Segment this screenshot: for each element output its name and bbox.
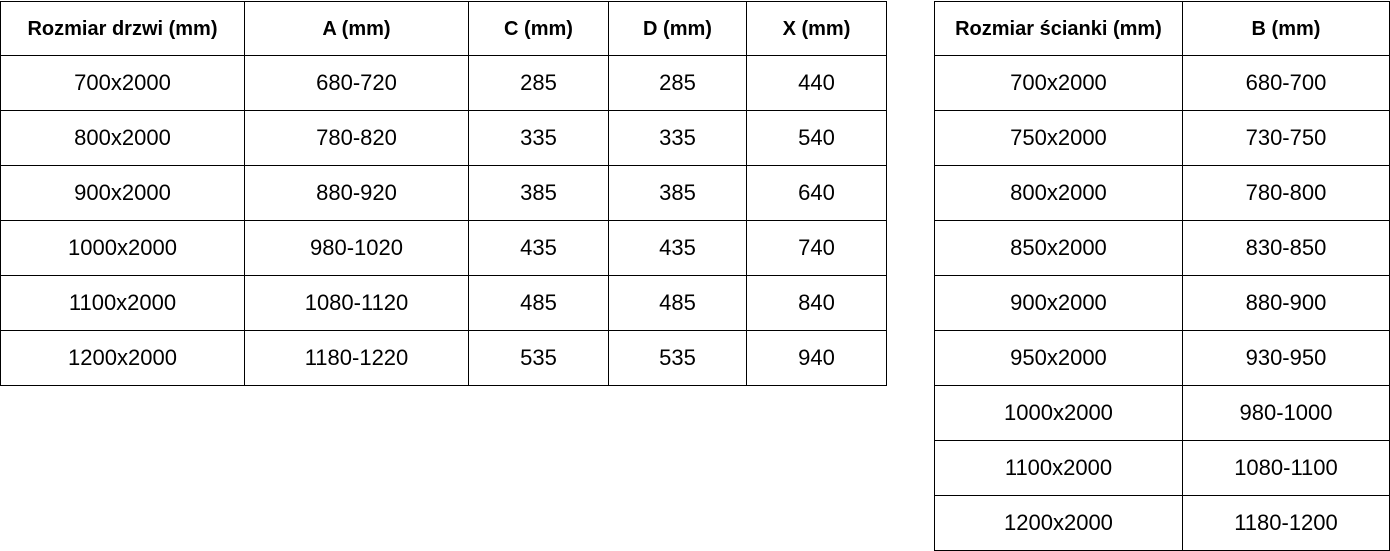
door-cell-d: 385: [608, 165, 747, 221]
table-row: 1200x2000 1180-1200: [934, 495, 1390, 551]
door-col-header-a: A (mm): [244, 1, 469, 56]
door-cell-c: 435: [468, 220, 609, 276]
door-cell-size: 1100x2000: [0, 275, 245, 331]
door-col-header-c: C (mm): [468, 1, 609, 56]
door-cell-a: 680-720: [244, 55, 469, 111]
wall-cell-b: 680-700: [1181, 55, 1390, 111]
door-col-header-x: X (mm): [746, 1, 887, 56]
table-row: 800x2000 780-820 335 335 540: [0, 110, 887, 166]
wall-cell-size: 750x2000: [934, 110, 1183, 166]
wall-cell-b: 1180-1200: [1181, 495, 1390, 551]
door-cell-d: 335: [608, 110, 747, 166]
wall-cell-size: 850x2000: [934, 220, 1183, 276]
wall-col-header-size: Rozmiar ścianki (mm): [934, 1, 1183, 56]
table-row: 900x2000 880-920 385 385 640: [0, 165, 887, 221]
table-row: 750x2000 730-750: [934, 110, 1390, 166]
wall-cell-b: 830-850: [1181, 220, 1390, 276]
table-row: 950x2000 930-950: [934, 330, 1390, 386]
table-row: 1000x2000 980-1020 435 435 740: [0, 220, 887, 276]
door-cell-d: 485: [608, 275, 747, 331]
wall-size-table: Rozmiar ścianki (mm) B (mm) 700x2000 680…: [934, 1, 1390, 551]
table-row: 850x2000 830-850: [934, 220, 1390, 276]
table-row: 1200x2000 1180-1220 535 535 940: [0, 330, 887, 386]
table-row: 700x2000 680-700: [934, 55, 1390, 111]
table-row: 700x2000 680-720 285 285 440: [0, 55, 887, 111]
door-cell-size: 700x2000: [0, 55, 245, 111]
door-col-header-d: D (mm): [608, 1, 747, 56]
door-cell-x: 640: [746, 165, 887, 221]
wall-cell-size: 1100x2000: [934, 440, 1183, 496]
wall-cell-size: 700x2000: [934, 55, 1183, 111]
table-row: 1000x2000 980-1000: [934, 385, 1390, 441]
wall-table-head: Rozmiar ścianki (mm) B (mm): [934, 1, 1390, 56]
wall-cell-b: 880-900: [1181, 275, 1390, 331]
wall-col-header-b: B (mm): [1181, 1, 1390, 56]
door-cell-d: 535: [608, 330, 747, 386]
wall-cell-size: 950x2000: [934, 330, 1183, 386]
wall-cell-b: 930-950: [1181, 330, 1390, 386]
table-row: 800x2000 780-800: [934, 165, 1390, 221]
door-cell-c: 335: [468, 110, 609, 166]
wall-cell-size: 900x2000: [934, 275, 1183, 331]
door-cell-a: 780-820: [244, 110, 469, 166]
door-cell-a: 1180-1220: [244, 330, 469, 386]
door-cell-c: 485: [468, 275, 609, 331]
wall-cell-b: 1080-1100: [1181, 440, 1390, 496]
door-cell-size: 900x2000: [0, 165, 245, 221]
table-row: 1100x2000 1080-1100: [934, 440, 1390, 496]
door-cell-size: 1000x2000: [0, 220, 245, 276]
wall-cell-size: 1200x2000: [934, 495, 1183, 551]
door-cell-size: 800x2000: [0, 110, 245, 166]
wall-cell-b: 730-750: [1181, 110, 1390, 166]
door-cell-d: 435: [608, 220, 747, 276]
door-cell-size: 1200x2000: [0, 330, 245, 386]
door-col-header-size: Rozmiar drzwi (mm): [0, 1, 245, 56]
door-cell-x: 940: [746, 330, 887, 386]
door-cell-a: 980-1020: [244, 220, 469, 276]
door-cell-a: 880-920: [244, 165, 469, 221]
wall-cell-size: 1000x2000: [934, 385, 1183, 441]
wall-table-body: 700x2000 680-700 750x2000 730-750 800x20…: [934, 55, 1390, 551]
wall-cell-b: 980-1000: [1181, 385, 1390, 441]
door-cell-c: 535: [468, 330, 609, 386]
door-cell-c: 385: [468, 165, 609, 221]
door-table-head: Rozmiar drzwi (mm) A (mm) C (mm) D (mm) …: [0, 1, 887, 56]
door-cell-c: 285: [468, 55, 609, 111]
wall-cell-size: 800x2000: [934, 165, 1183, 221]
door-cell-x: 440: [746, 55, 887, 111]
table-row: 1100x2000 1080-1120 485 485 840: [0, 275, 887, 331]
door-cell-d: 285: [608, 55, 747, 111]
wall-cell-b: 780-800: [1181, 165, 1390, 221]
door-cell-x: 740: [746, 220, 887, 276]
door-table-body: 700x2000 680-720 285 285 440 800x2000 78…: [0, 55, 887, 386]
table-row: 900x2000 880-900: [934, 275, 1390, 331]
door-size-table: Rozmiar drzwi (mm) A (mm) C (mm) D (mm) …: [0, 1, 887, 386]
door-cell-x: 540: [746, 110, 887, 166]
wall-table-header-row: Rozmiar ścianki (mm) B (mm): [934, 1, 1390, 56]
door-cell-x: 840: [746, 275, 887, 331]
door-table-header-row: Rozmiar drzwi (mm) A (mm) C (mm) D (mm) …: [0, 1, 887, 56]
door-cell-a: 1080-1120: [244, 275, 469, 331]
